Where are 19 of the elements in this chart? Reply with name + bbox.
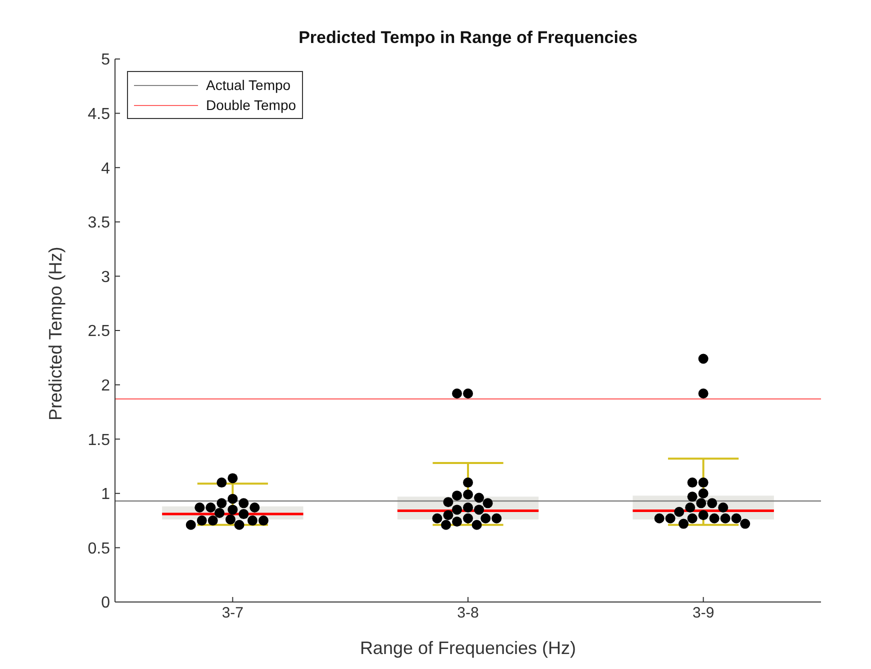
x-tick-label: 3-7 — [222, 604, 244, 622]
y-tick-label: 4 — [101, 160, 110, 178]
y-tick-label: 2 — [101, 377, 110, 394]
y-tick-label: 2.5 — [88, 323, 110, 340]
legend-label: Double Tempo — [206, 96, 296, 115]
y-tick-label: 3.5 — [88, 214, 110, 232]
y-axis-title: Predicted Tempo (Hz) — [45, 246, 66, 420]
y-tick-label: 0 — [101, 594, 110, 612]
y-tick-label: 4.5 — [88, 106, 110, 123]
y-tick-label: 3 — [101, 268, 110, 286]
x-tick-label: 3-9 — [692, 604, 714, 622]
x-axis-title: Range of Frequencies (Hz) — [360, 638, 576, 658]
y-tick-label: 0.5 — [88, 540, 110, 558]
x-tick-label: 3-8 — [457, 604, 479, 622]
y-tick-label: 1.5 — [88, 432, 110, 449]
chart-title: Predicted Tempo in Range of Frequencies — [298, 28, 638, 48]
y-tick-label: 5 — [101, 52, 110, 69]
legend-label: Actual Tempo — [206, 76, 291, 95]
y-tick-label: 1 — [101, 486, 110, 504]
